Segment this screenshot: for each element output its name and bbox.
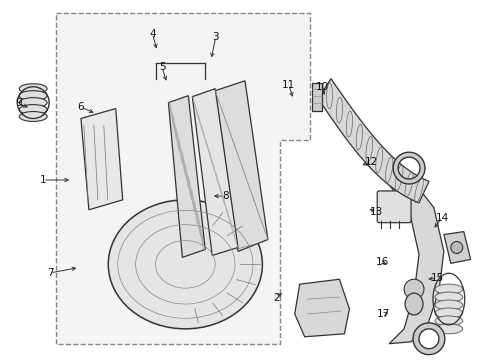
Text: 16: 16 (376, 257, 389, 267)
Text: 14: 14 (436, 212, 449, 222)
Polygon shape (169, 96, 205, 257)
Polygon shape (215, 81, 268, 251)
Text: 4: 4 (149, 28, 156, 39)
Ellipse shape (435, 284, 463, 294)
Text: 5: 5 (159, 63, 166, 72)
Text: 15: 15 (431, 273, 444, 283)
Ellipse shape (19, 91, 47, 100)
Polygon shape (389, 182, 444, 344)
Text: 17: 17 (377, 309, 391, 319)
Polygon shape (312, 83, 321, 111)
Ellipse shape (19, 98, 47, 108)
Circle shape (451, 242, 463, 253)
Text: 13: 13 (370, 207, 383, 217)
Text: 11: 11 (282, 80, 295, 90)
Ellipse shape (405, 293, 423, 315)
Polygon shape (294, 279, 349, 337)
Text: 7: 7 (47, 268, 53, 278)
Ellipse shape (435, 300, 463, 310)
Ellipse shape (435, 316, 463, 326)
Ellipse shape (19, 84, 47, 94)
Text: 2: 2 (273, 293, 280, 303)
Ellipse shape (108, 200, 263, 329)
Text: 8: 8 (222, 191, 229, 201)
Polygon shape (56, 13, 310, 344)
Text: 9: 9 (15, 98, 22, 108)
Circle shape (404, 279, 424, 299)
Text: 10: 10 (316, 82, 328, 92)
Polygon shape (192, 89, 238, 255)
Ellipse shape (435, 292, 463, 302)
Ellipse shape (19, 112, 47, 121)
Polygon shape (318, 78, 429, 203)
Ellipse shape (19, 105, 47, 114)
Polygon shape (444, 231, 471, 264)
Ellipse shape (435, 324, 463, 334)
Polygon shape (81, 109, 122, 210)
Ellipse shape (435, 308, 463, 318)
Text: 3: 3 (213, 32, 219, 42)
Text: 1: 1 (40, 175, 46, 185)
Text: 12: 12 (365, 157, 378, 167)
Text: 6: 6 (77, 102, 84, 112)
FancyBboxPatch shape (377, 191, 411, 223)
